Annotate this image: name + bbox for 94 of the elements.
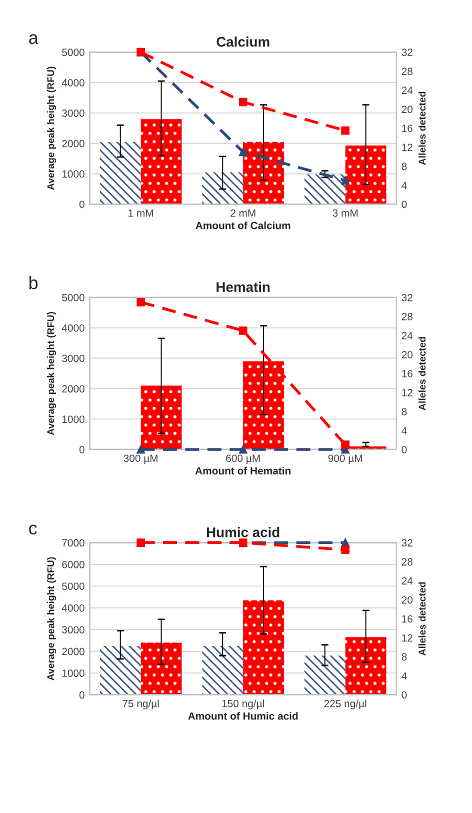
y2-tick-label: 4 [402, 672, 407, 680]
y2-tick-label: 12 [402, 388, 412, 396]
y2-axis-title: Alleles detected [418, 582, 426, 656]
bar [100, 142, 141, 204]
point [136, 298, 145, 306]
y2-tick-label: 20 [402, 350, 413, 358]
point [238, 148, 248, 156]
bar [304, 174, 346, 204]
y2-tick-label: 16 [402, 615, 412, 623]
point [238, 98, 248, 106]
bar [243, 600, 284, 695]
y2-tick-label: 20 [402, 106, 413, 114]
y2-tick-label: 8 [402, 653, 407, 661]
y2-axis-title: Alleles detected [418, 92, 426, 165]
y-tick-label: 4000 [62, 604, 84, 612]
y-tick-label: 3000 [62, 354, 84, 362]
y2-tick-label: 28 [402, 68, 412, 76]
bar [243, 142, 284, 204]
text: c [29, 524, 37, 535]
y2-tick-label: 16 [402, 370, 412, 378]
x-tick-label: 75 ng/µl [122, 700, 159, 710]
chart-title: Calcium [216, 36, 270, 47]
x-tick-label: 300 µM [124, 454, 158, 464]
y-axis-title: Average peak height (RFU) [46, 66, 56, 190]
bar [202, 646, 244, 695]
y-tick-label: 3000 [62, 109, 84, 117]
y-tick-label: 1000 [62, 170, 84, 178]
point [238, 445, 248, 454]
bar [140, 386, 182, 450]
point [136, 445, 145, 454]
y-tick-label: 5000 [62, 48, 84, 56]
text: a [29, 34, 38, 44]
y2-tick-label: 4 [402, 427, 407, 434]
y2-tick-label: 24 [402, 86, 413, 94]
bar [304, 656, 346, 695]
bar [140, 642, 182, 695]
bar [140, 119, 182, 204]
y-tick-label: 2000 [62, 140, 84, 148]
x-tick-label: 900 µM [328, 454, 362, 464]
x-axis-title: Amount of Calcium [196, 222, 290, 230]
chart-title: Hematin [216, 282, 270, 292]
point [341, 440, 350, 449]
y2-tick-label: 28 [402, 558, 412, 566]
point [341, 176, 350, 185]
y2-tick-label: 16 [402, 124, 412, 132]
y2-tick-label: 12 [402, 144, 412, 151]
y2-tick-label: 0 [402, 200, 407, 208]
y2-tick-label: 8 [402, 408, 407, 416]
x-tick-label: 1 mM [128, 209, 153, 217]
y-tick-label: 6000 [62, 560, 84, 568]
y-tick-label: 1000 [62, 416, 84, 423]
chart-title: Humic acid [206, 527, 280, 538]
y-tick-label: 1000 [62, 670, 84, 677]
y-tick-label: 7000 [62, 539, 84, 547]
bar [202, 172, 244, 204]
y2-tick-label: 24 [402, 332, 413, 340]
x-axis-title: Amount of Humic acid [188, 712, 298, 720]
point [238, 326, 248, 335]
x-tick-label: 225 ng/µl [324, 700, 366, 710]
y-tick-label: 2000 [62, 385, 84, 393]
bar [100, 646, 141, 695]
y2-axis-title: Alleles detected [418, 337, 426, 410]
y2-tick-label: 32 [402, 294, 412, 302]
y-tick-label: 5000 [62, 582, 84, 590]
y2-tick-label: 24 [402, 577, 413, 584]
x-tick-label: 2 mM [230, 209, 256, 217]
y-tick-label: 0 [79, 446, 84, 454]
y-tick-label: 3000 [62, 626, 84, 634]
y-tick-label: 4000 [62, 324, 84, 332]
y-tick-label: 0 [79, 691, 84, 699]
y-tick-label: 4000 [62, 79, 84, 86]
y-tick-label: 2000 [62, 648, 84, 656]
x-tick-label: 3 mM [332, 209, 358, 217]
y2-tick-label: 0 [402, 691, 407, 699]
y2-tick-label: 4 [402, 182, 407, 189]
point [341, 126, 350, 135]
y2-tick-label: 0 [402, 446, 407, 454]
bar [243, 361, 284, 450]
y-tick-label: 0 [79, 200, 84, 208]
bar [345, 146, 386, 204]
y-tick-label: 5000 [62, 294, 84, 302]
y2-tick-label: 28 [402, 312, 412, 320]
y2-tick-label: 20 [402, 596, 413, 604]
y-axis-title: Average peak height (RFU) [46, 557, 56, 680]
x-axis-title: Amount of Hematin [195, 466, 290, 474]
text: b [29, 276, 38, 290]
bar [345, 637, 386, 695]
y2-tick-label: 8 [402, 162, 407, 170]
x-tick-label: 600 µM [226, 454, 260, 464]
x-tick-label: 150 ng/µl [222, 700, 264, 710]
y-axis-title: Average peak height (RFU) [46, 312, 56, 436]
y2-tick-label: 12 [402, 634, 412, 642]
y2-tick-label: 32 [402, 48, 412, 56]
y2-tick-label: 32 [402, 539, 412, 547]
